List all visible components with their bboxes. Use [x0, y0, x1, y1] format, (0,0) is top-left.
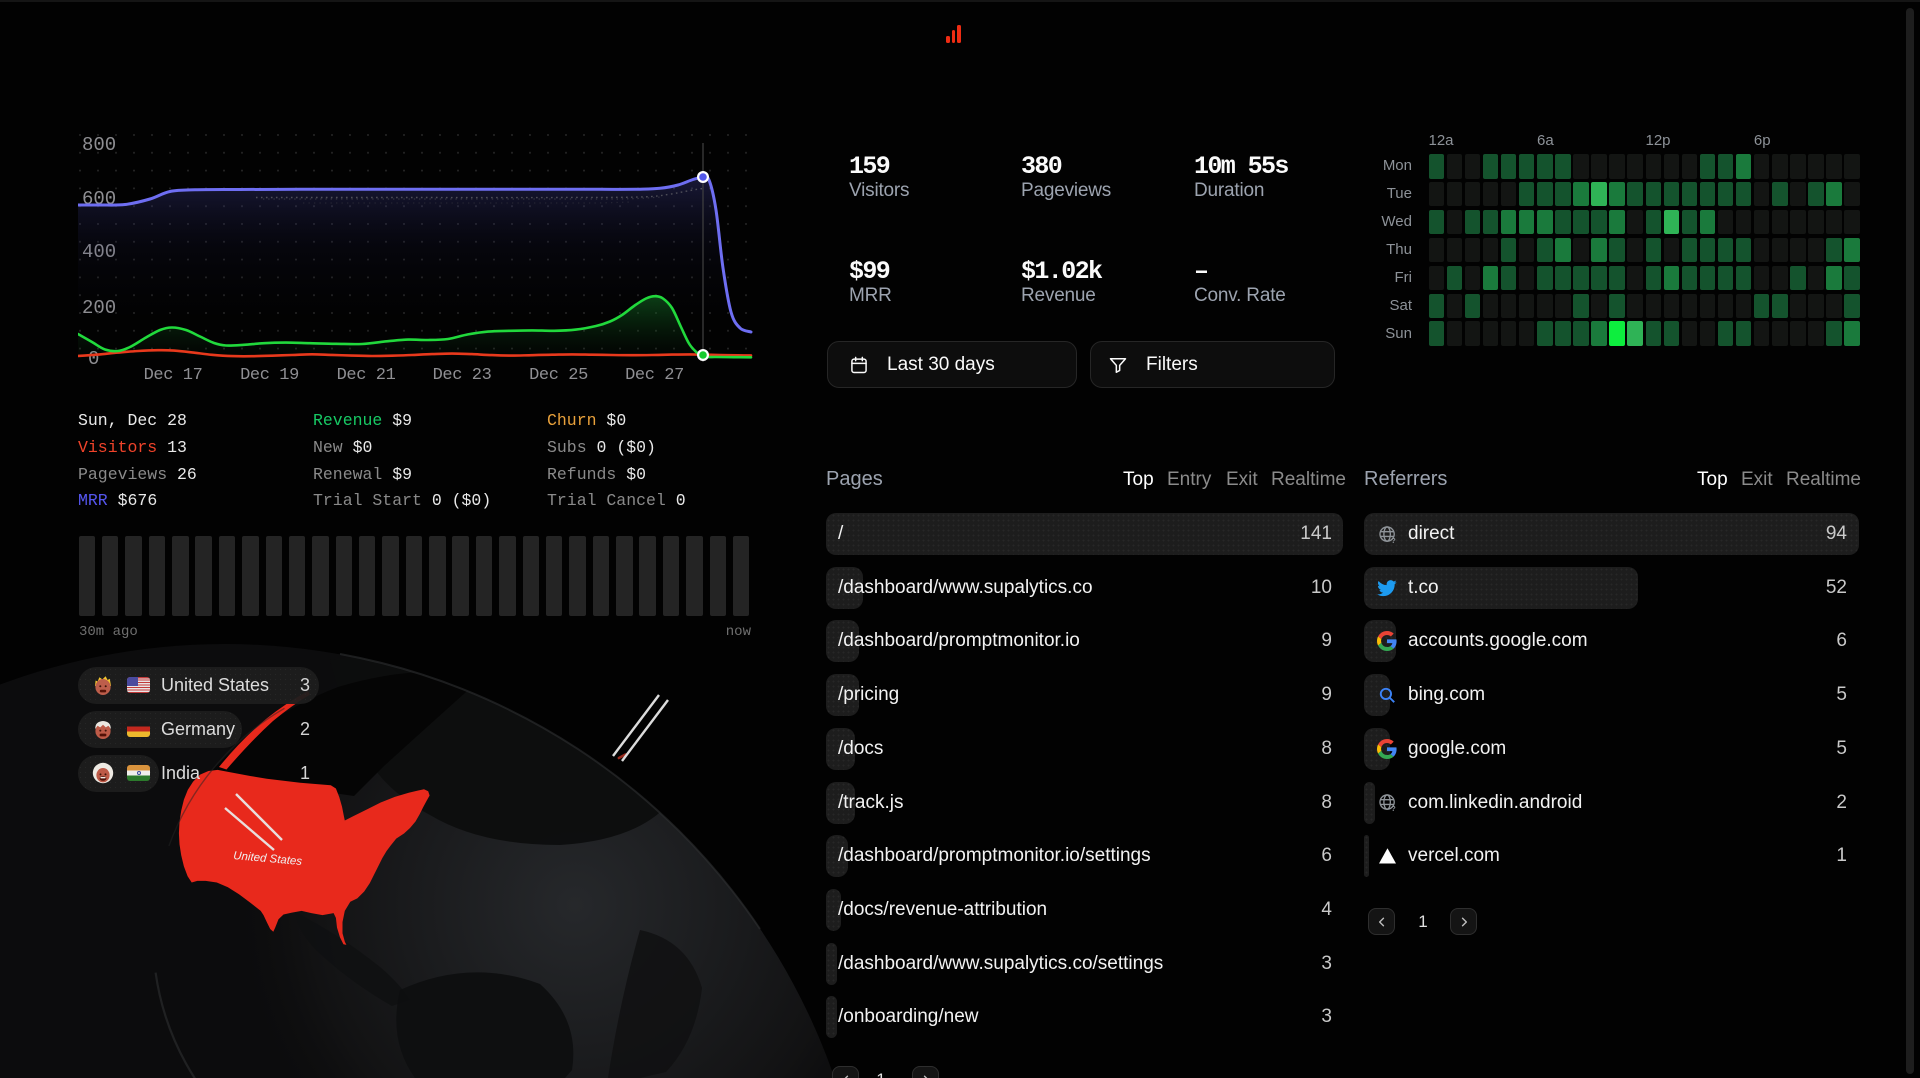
svg-text:?: ? — [1391, 536, 1396, 544]
svg-text:?: ? — [1391, 804, 1396, 812]
